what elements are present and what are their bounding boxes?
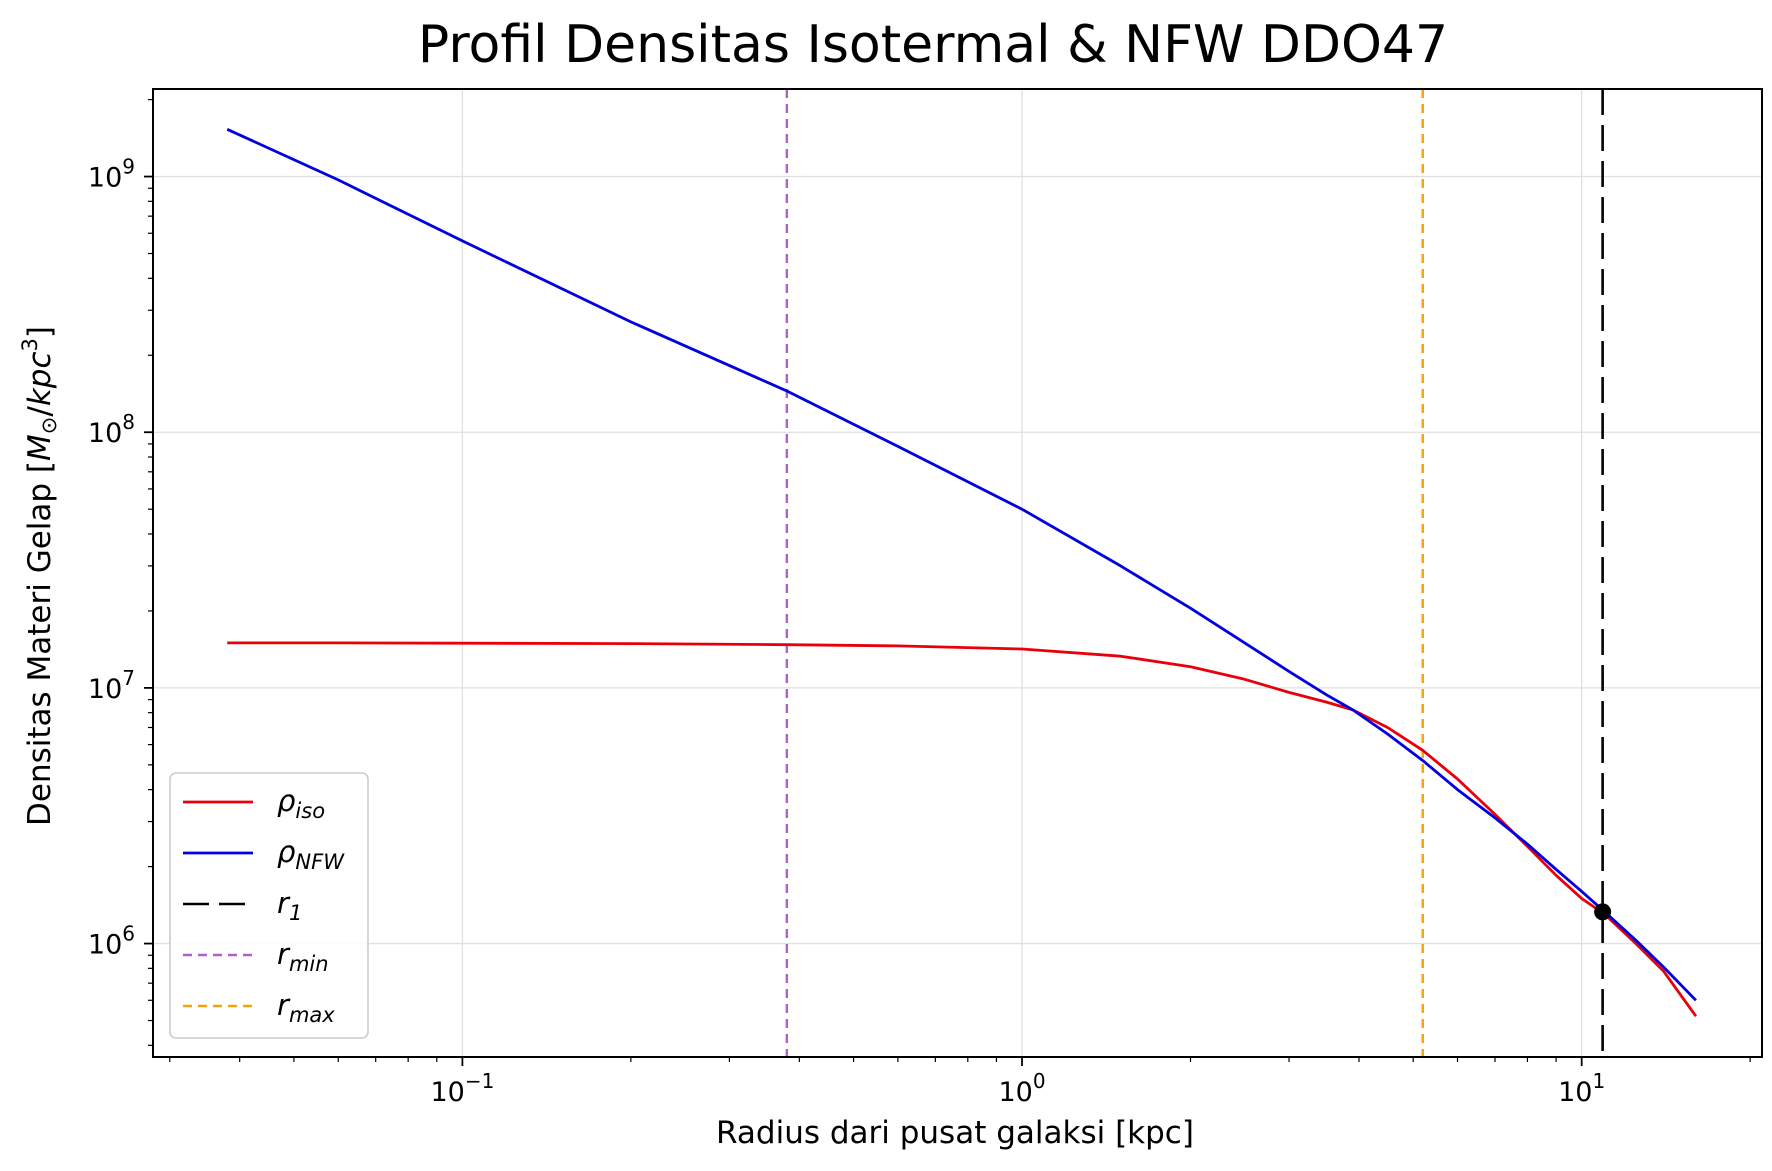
legend-label-subscript: max (289, 1003, 335, 1027)
y-axis-label: Densitas Materi Gelap [M⊙/kpc3] (18, 326, 61, 826)
chart-title: Profil Densitas Isotermal & NFW DDO47 (418, 15, 1448, 75)
legend-label-r_min: rmin (277, 937, 329, 976)
legend-label-symbol: ρ (277, 835, 296, 869)
axis-ticks (144, 98, 1751, 1066)
legend-label-subscript: NFW (295, 850, 345, 874)
x-tick-label: 100 (998, 1069, 1045, 1108)
y-axis-label-slash: / (22, 406, 58, 417)
y-tick-label: 107 (88, 666, 135, 705)
y-tick-label: 109 (88, 155, 135, 194)
x-tick-label-base: 10 (430, 1077, 464, 1108)
grid-lines (153, 89, 1762, 1057)
y-tick-label-base: 10 (88, 930, 122, 961)
y-tick-label-base: 10 (88, 418, 122, 449)
x-axis-label: Radius dari pusat galaksi [kpc] (716, 1115, 1194, 1151)
intersection-point-layer (1594, 903, 1612, 921)
series-line-rho_nfw (226, 128, 1697, 1002)
x-tick-label: 10−1 (430, 1069, 494, 1108)
y-axis-label-prefix: Densitas Materi Gelap [ (22, 461, 58, 826)
y-axis-label-sun-symbol: ⊙ (37, 417, 61, 435)
legend-label-symbol: r (277, 988, 291, 1022)
series-lines (226, 128, 1698, 1018)
x-tick-label-exponent: 0 (1033, 1069, 1046, 1093)
legend-label-r_1: r1 (277, 886, 302, 925)
plot-area-frame (152, 88, 1763, 1058)
legend-box (169, 772, 369, 1039)
y-tick-label-base: 10 (88, 163, 122, 194)
y-tick-label-exponent: 7 (122, 666, 135, 690)
y-tick-label: 106 (88, 922, 135, 961)
y-tick-label-base: 10 (88, 674, 122, 705)
legend-label-subscript: min (289, 952, 329, 976)
legend-label-symbol: r (277, 937, 291, 971)
intersection-point (1594, 903, 1612, 921)
y-axis-label-mass-symbol: M (22, 434, 58, 461)
series-line-rho_iso (227, 641, 1698, 1018)
legend-label-rho_iso: ρiso (277, 784, 325, 823)
y-axis-label-exponent: 3 (18, 338, 42, 351)
legend-label-symbol: r (277, 886, 291, 920)
x-tick-label: 101 (1558, 1069, 1605, 1108)
y-tick-label-exponent: 6 (122, 922, 135, 946)
legend-label-subscript: 1 (289, 901, 302, 925)
y-axis-label-suffix: ] (22, 326, 58, 338)
y-tick-label: 108 (88, 410, 135, 449)
legend-label-rho_nfw: ρNFW (277, 835, 345, 874)
legend-label-subscript: iso (295, 799, 325, 823)
y-axis-label-unit: kpc (22, 351, 58, 406)
legend-label-r_max: rmax (277, 988, 335, 1027)
y-tick-label-exponent: 9 (122, 155, 135, 179)
x-tick-label-exponent: 1 (1592, 1069, 1605, 1093)
vertical-reference-lines (785, 89, 1604, 1057)
x-tick-label-exponent: −1 (465, 1069, 494, 1093)
x-tick-label-base: 10 (998, 1077, 1032, 1108)
x-tick-label-base: 10 (1558, 1077, 1592, 1108)
legend-label-symbol: ρ (277, 784, 296, 818)
y-tick-label-exponent: 8 (122, 410, 135, 434)
